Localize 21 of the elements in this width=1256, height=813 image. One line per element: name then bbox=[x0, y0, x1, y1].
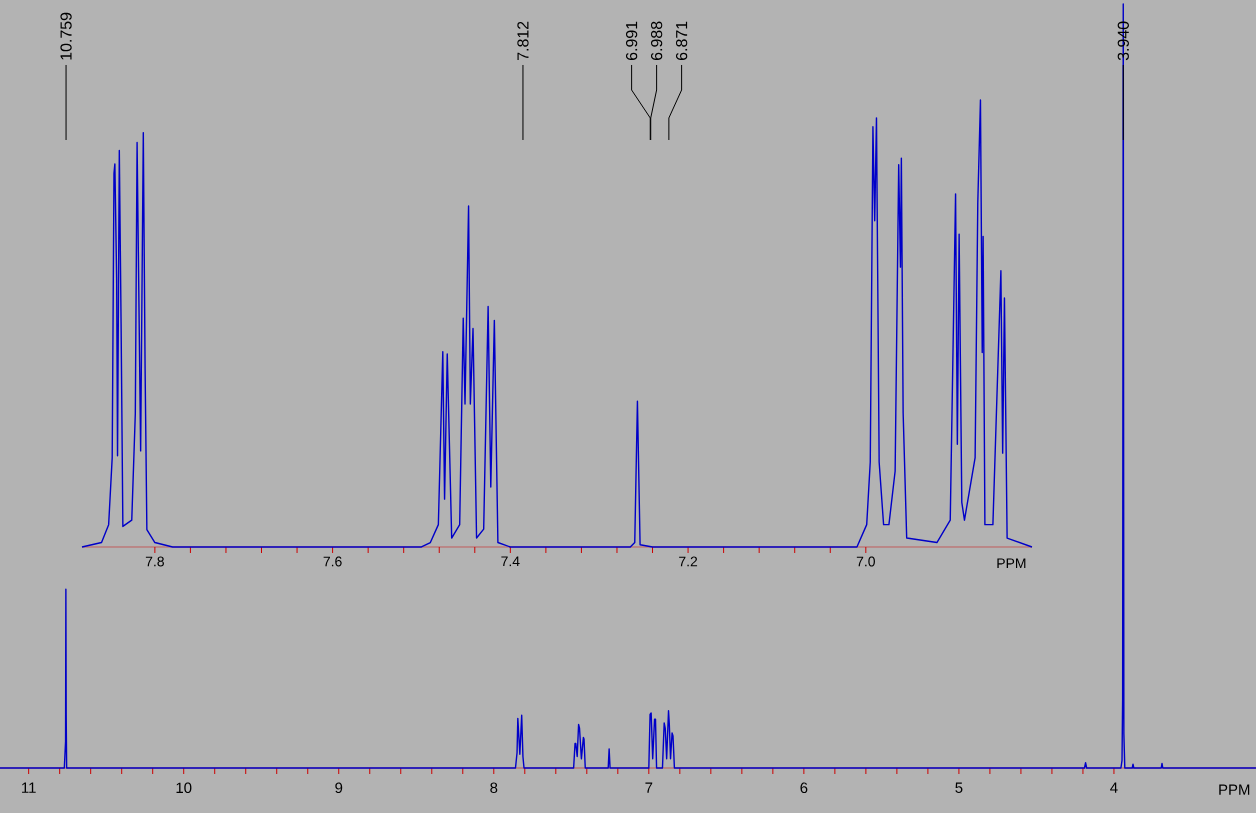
annotation: 10.759 bbox=[60, 12, 72, 60]
x-tick-label: 7.8 bbox=[145, 556, 164, 567]
annotation: 6.991 bbox=[625, 21, 638, 60]
x-tick-label: 7.0 bbox=[856, 556, 875, 567]
x-tick-label: 9 bbox=[335, 782, 343, 794]
annotation: 6.871 bbox=[675, 21, 688, 60]
x-tick-label: 8 bbox=[490, 782, 498, 794]
x-tick-label: 6 bbox=[800, 782, 808, 794]
x-axis-title: PPM bbox=[997, 558, 1026, 569]
x-tick-label: 10 bbox=[176, 782, 192, 794]
annotation: 6.988 bbox=[650, 21, 663, 60]
x-tick-label: 4 bbox=[1110, 782, 1118, 793]
x-tick-label: 7.6 bbox=[323, 556, 342, 567]
x-axis-title: PPM bbox=[1219, 784, 1250, 795]
x-tick-label: 7 bbox=[645, 782, 653, 793]
x-tick-label: 11 bbox=[22, 782, 36, 793]
annotation: 7.812 bbox=[517, 21, 529, 60]
annotation: 3.940 bbox=[1117, 21, 1129, 61]
x-tick-label: 7.2 bbox=[679, 556, 698, 567]
x-tick-label: 5 bbox=[955, 782, 963, 793]
x-tick-label: 7.4 bbox=[501, 556, 520, 567]
